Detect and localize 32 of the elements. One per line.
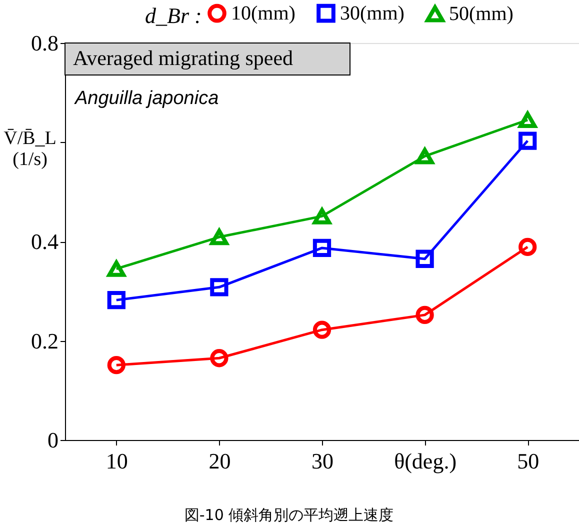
- point: [416, 250, 434, 268]
- point: [312, 238, 332, 258]
- y-tick-label: 0.4: [31, 229, 58, 254]
- point: [518, 132, 537, 150]
- x-tick-label: 30: [312, 448, 334, 474]
- point: [107, 260, 126, 277]
- point: [312, 208, 332, 224]
- x-tick-label: 10: [106, 448, 128, 474]
- legend-label: 50(mm): [449, 2, 514, 25]
- y-tick-label: 0.8: [31, 30, 58, 56]
- x-tick-label: θ(deg.): [394, 448, 457, 474]
- point: [107, 290, 126, 310]
- x-tick-label: 20: [208, 448, 231, 474]
- point: [210, 228, 228, 246]
- y-axis-title: V̄/B̄_L (1/s): [4, 128, 56, 170]
- point: [518, 238, 537, 256]
- legend-title: d_Br :: [145, 3, 202, 28]
- point: [416, 148, 434, 164]
- chart-title: Averaged migrating speed: [73, 46, 294, 70]
- point: [210, 349, 228, 368]
- point: [518, 112, 537, 128]
- legend-label: 10(mm): [231, 2, 296, 24]
- annotation: Anguilla japonica: [74, 88, 219, 109]
- y-tick-label: 0.2: [31, 328, 58, 354]
- x-tick-label: 50: [517, 448, 540, 474]
- point: [210, 278, 228, 296]
- point: [416, 306, 434, 324]
- text: 図-10 傾斜角別の平均遡上速度: [184, 506, 394, 524]
- legend-label: 30(mm): [340, 2, 404, 24]
- point: [107, 356, 126, 374]
- y-tick-label: 0: [48, 428, 58, 452]
- point: [312, 320, 332, 339]
